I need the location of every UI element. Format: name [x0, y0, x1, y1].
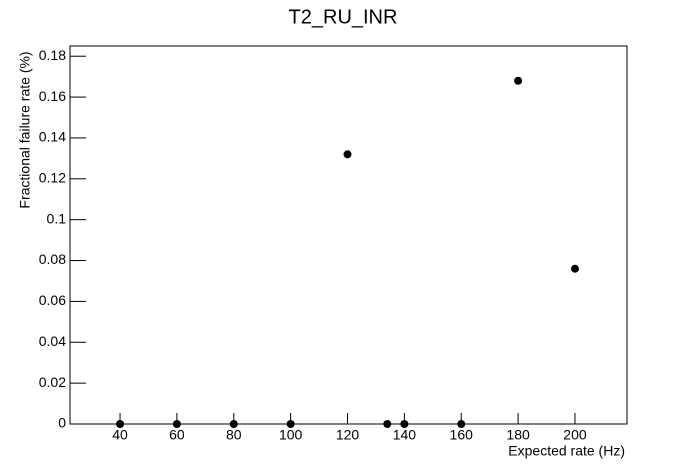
x-tick-label: 60 [169, 427, 185, 443]
x-tick-label: 140 [393, 427, 417, 443]
y-tick-label: 0.06 [39, 292, 66, 308]
x-tick-label: 80 [226, 427, 242, 443]
x-tick-label: 160 [450, 427, 474, 443]
point [400, 420, 409, 428]
point [229, 420, 238, 428]
x-tick-label: 200 [563, 427, 587, 443]
point [116, 420, 125, 428]
point [172, 420, 181, 428]
y-tick-label: 0.14 [39, 129, 66, 145]
x-tick-label: 120 [336, 427, 360, 443]
point [286, 420, 295, 428]
point [343, 150, 352, 159]
y-tick-label: 0.16 [39, 88, 66, 104]
y-tick-label: 0.18 [39, 47, 66, 63]
plot-frame [69, 45, 628, 425]
y-tick-label: 0.02 [39, 374, 66, 390]
y-tick-label: 0.04 [39, 333, 66, 349]
point [457, 420, 466, 428]
y-axis-label: Fractional failure rate (%) [17, 51, 33, 208]
point [383, 420, 392, 428]
y-tick-label: 0 [58, 415, 66, 431]
y-tick-label: 0.08 [39, 251, 66, 267]
x-tick-label: 100 [279, 427, 303, 443]
x-tick-label: 40 [112, 427, 128, 443]
y-tick-label: 0.1 [47, 210, 67, 226]
x-tick-label: 180 [506, 427, 530, 443]
chart-title: T2_RU_INR [289, 6, 398, 28]
x-axis-label: Expected rate (Hz) [508, 443, 625, 459]
point [514, 76, 523, 85]
y-tick-label: 0.12 [39, 170, 66, 186]
point [570, 264, 579, 273]
